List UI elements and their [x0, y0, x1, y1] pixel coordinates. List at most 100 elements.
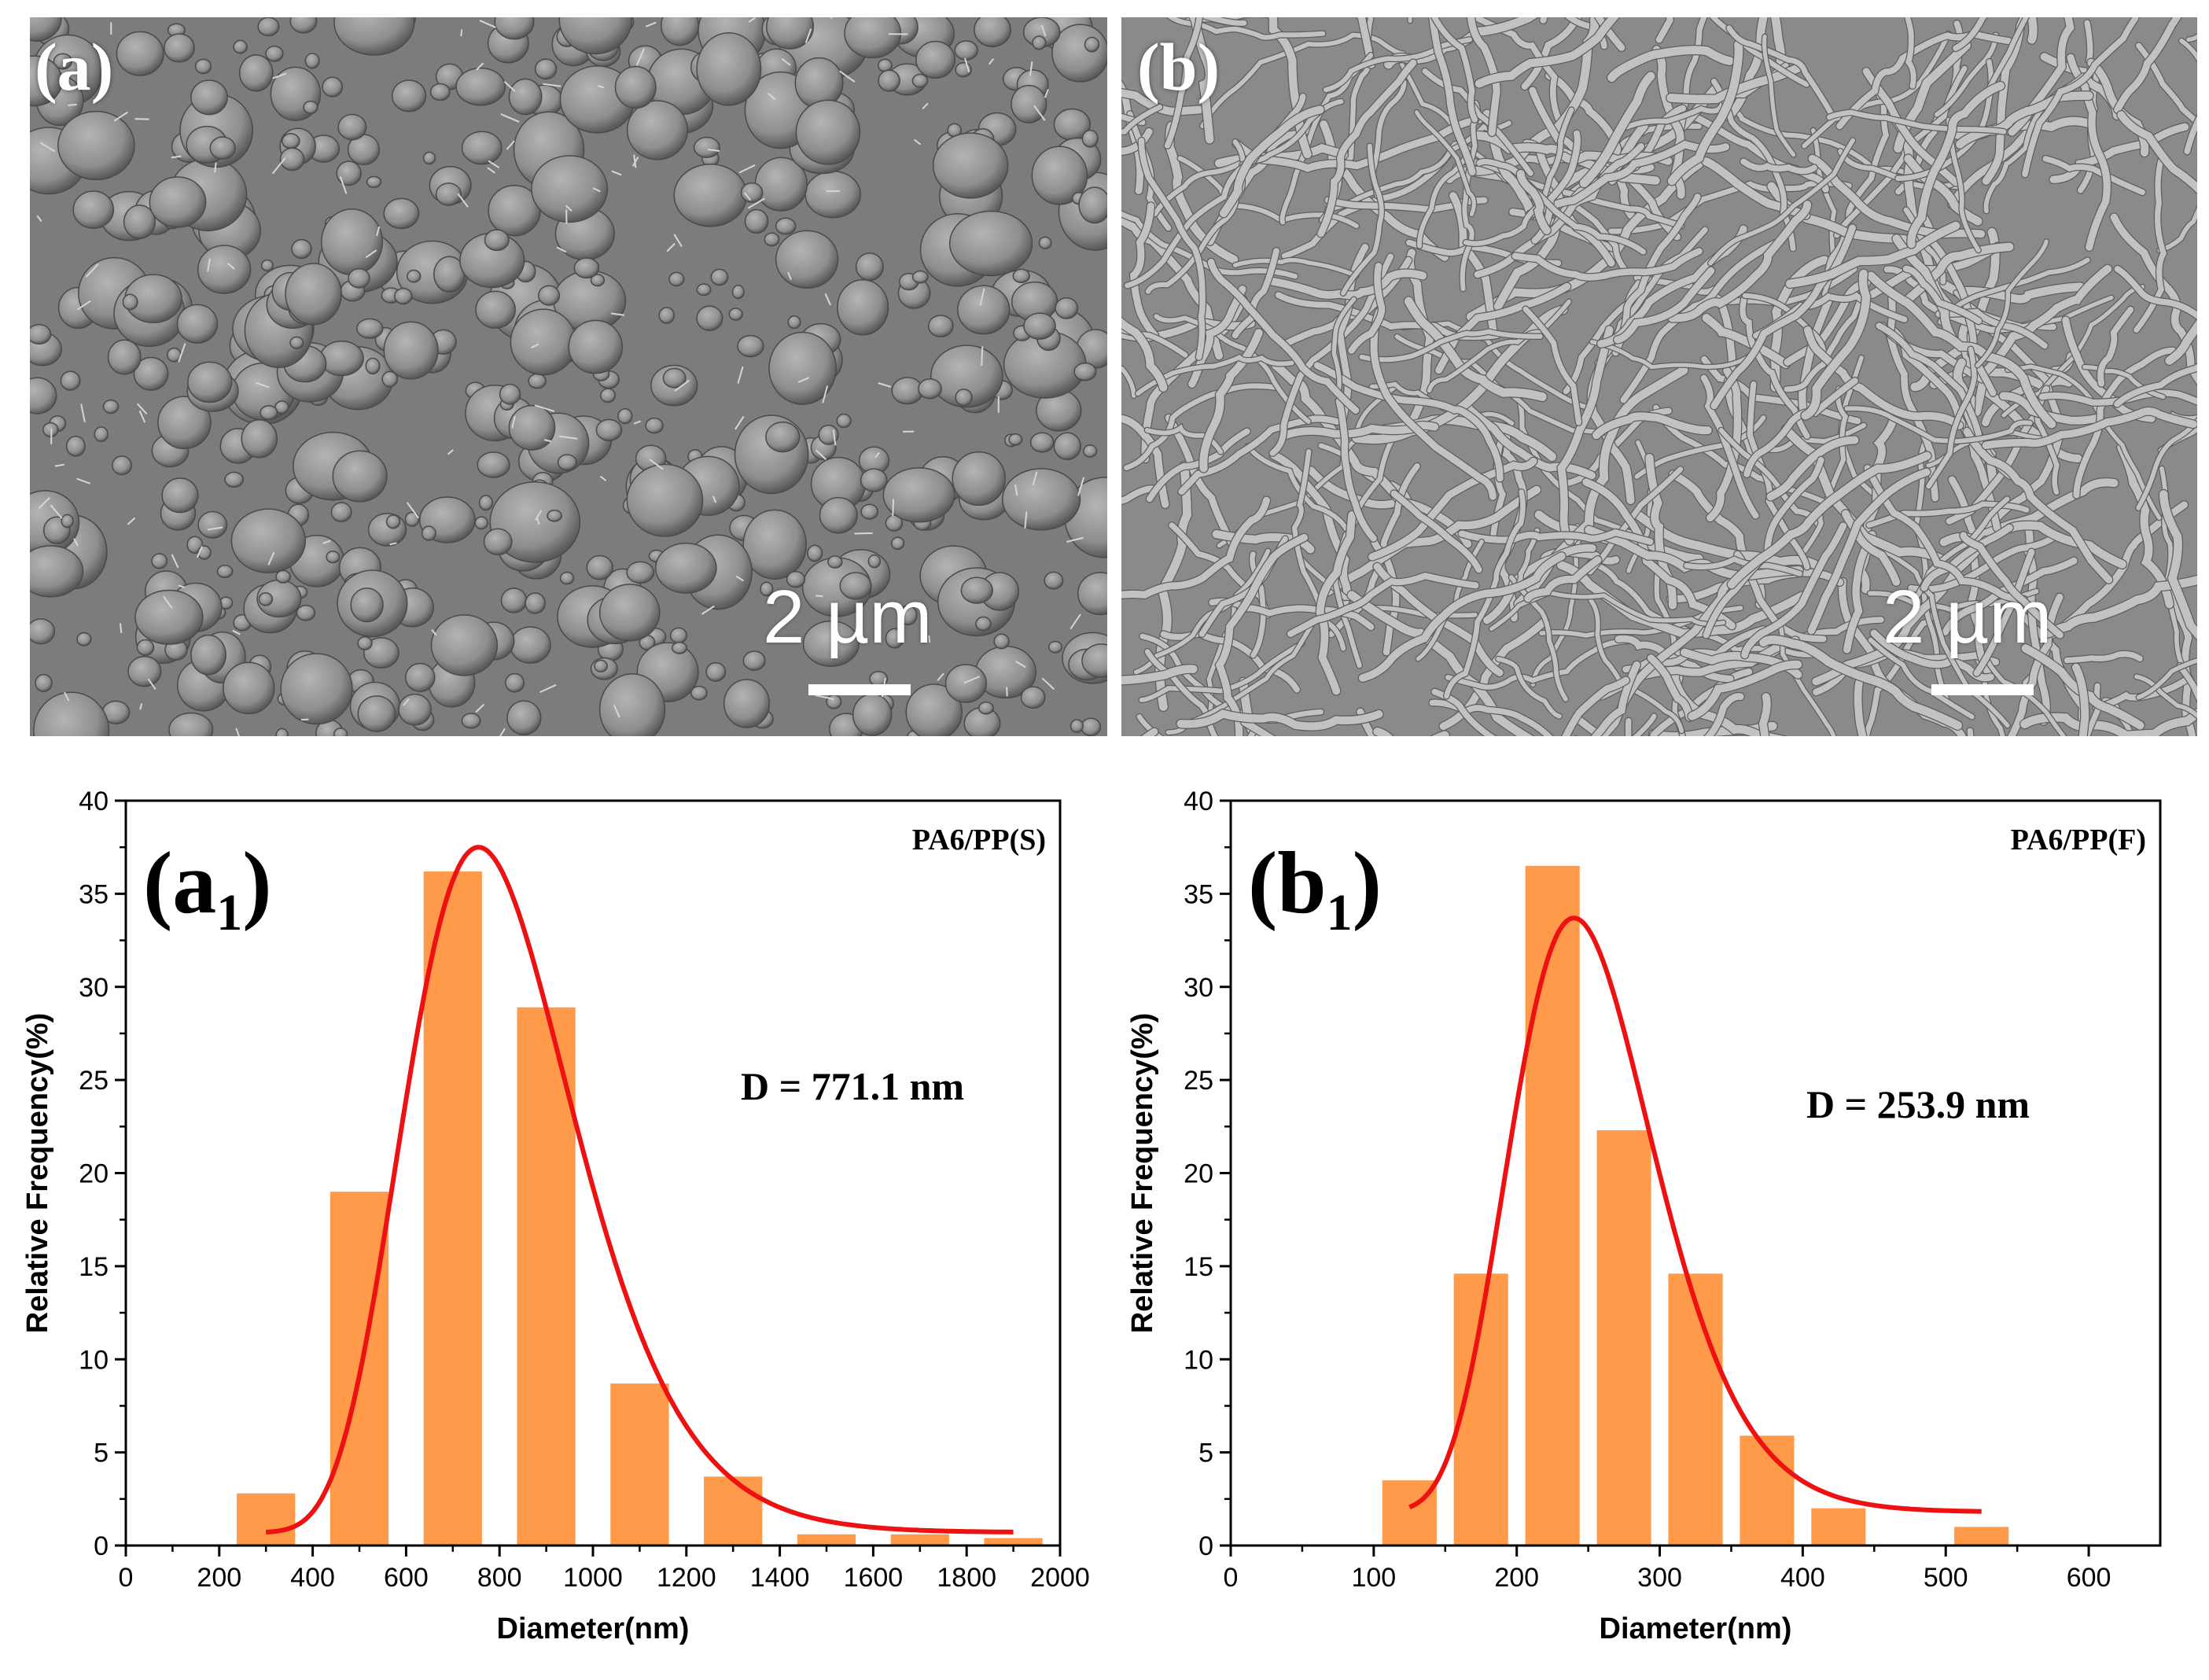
droplet — [766, 17, 814, 50]
b1-ytick-label-1: 5 — [1198, 1439, 1213, 1468]
droplet — [366, 175, 382, 188]
fiber — [1219, 105, 1324, 218]
fiber — [1807, 468, 1931, 635]
fiber — [1668, 201, 1812, 322]
droplet — [322, 76, 344, 98]
micrograph-a-label: (a) — [35, 29, 114, 105]
fibril — [539, 683, 557, 694]
fibril — [913, 138, 922, 146]
a1-bar-4 — [610, 1383, 669, 1546]
fibril — [178, 584, 185, 588]
droplet — [617, 408, 633, 425]
droplet — [737, 334, 764, 358]
droplet — [391, 79, 427, 112]
fiber — [2114, 17, 2181, 113]
fiber — [1245, 444, 1350, 533]
fiber — [1164, 17, 1202, 149]
droplet — [506, 700, 542, 735]
droplet — [1023, 312, 1056, 340]
droplet — [1029, 432, 1055, 453]
fibril — [666, 242, 676, 252]
droplet — [365, 357, 381, 375]
droplet — [547, 509, 562, 522]
fibril — [797, 377, 810, 383]
fiber — [1953, 290, 2114, 329]
droplet — [484, 229, 510, 252]
droplet — [693, 136, 721, 158]
droplet — [836, 413, 852, 429]
fibril — [738, 164, 756, 174]
droplet — [844, 17, 902, 59]
b1-bar-5 — [1740, 1435, 1795, 1546]
fiber — [1591, 661, 1640, 736]
droplet — [760, 581, 774, 597]
fiber — [1489, 590, 1725, 632]
fibril — [804, 28, 812, 43]
droplet — [598, 673, 666, 736]
fiber — [1864, 465, 2027, 603]
droplet — [626, 100, 689, 160]
droplet — [494, 17, 535, 40]
b1-bar-4 — [1668, 1273, 1723, 1546]
droplet — [819, 496, 858, 534]
fiber — [1325, 120, 1511, 212]
fibril — [487, 167, 495, 174]
droplet — [1077, 572, 1107, 616]
fiber — [1801, 269, 1871, 420]
droplet — [705, 661, 727, 682]
b1-x-axis-title: Diameter(nm) — [1600, 1612, 1792, 1645]
fibril — [701, 605, 715, 615]
fiber — [1129, 202, 1159, 340]
droplet — [499, 383, 521, 405]
droplet — [133, 356, 169, 391]
a1-ytick-label-3: 15 — [79, 1252, 109, 1282]
droplet — [807, 544, 823, 562]
fiber — [2117, 443, 2174, 609]
fibril — [460, 29, 463, 37]
fiber — [1207, 259, 1360, 414]
fiber — [1429, 17, 1476, 176]
b1-xtick-label-2: 200 — [1494, 1563, 1539, 1593]
fiber — [1431, 17, 1478, 123]
droplet — [102, 399, 120, 414]
droplet — [1012, 268, 1031, 284]
droplet — [356, 318, 384, 339]
b1-bar-6 — [1811, 1508, 1866, 1546]
a1-xtick-label-7: 1400 — [750, 1563, 810, 1593]
droplet — [478, 495, 493, 511]
droplet — [279, 147, 305, 171]
fiber — [1741, 522, 1847, 659]
fiber — [1264, 269, 1427, 300]
droplet — [190, 634, 226, 676]
fiber — [2049, 123, 2189, 183]
fiber — [1557, 326, 1614, 545]
a1-bar-5 — [704, 1476, 763, 1546]
a1-xtick-label-10: 2000 — [1030, 1563, 1090, 1593]
droplet — [802, 620, 860, 667]
fibril — [928, 635, 931, 643]
fiber — [2117, 111, 2197, 193]
droplet — [668, 271, 685, 287]
fibril — [558, 435, 578, 440]
fibril — [963, 676, 981, 684]
fiber — [1740, 158, 1817, 175]
fiber — [2021, 644, 2145, 730]
fiber — [1920, 524, 2013, 591]
fiber — [1863, 605, 1939, 736]
fiber — [1973, 548, 2035, 676]
droplet — [190, 79, 228, 116]
droplet — [860, 503, 879, 520]
fibril — [365, 249, 377, 259]
fibril — [119, 623, 123, 633]
fibril — [565, 204, 572, 212]
droplet — [30, 17, 62, 42]
droplet — [595, 418, 623, 441]
fiber — [1139, 641, 1305, 702]
a1-bar-6 — [797, 1534, 856, 1546]
fiber — [1121, 665, 1198, 685]
fiber — [1522, 306, 1582, 426]
fiber — [1483, 543, 1596, 624]
droplet — [474, 516, 488, 530]
fiber — [1431, 688, 1496, 736]
fiber — [1703, 456, 1824, 639]
